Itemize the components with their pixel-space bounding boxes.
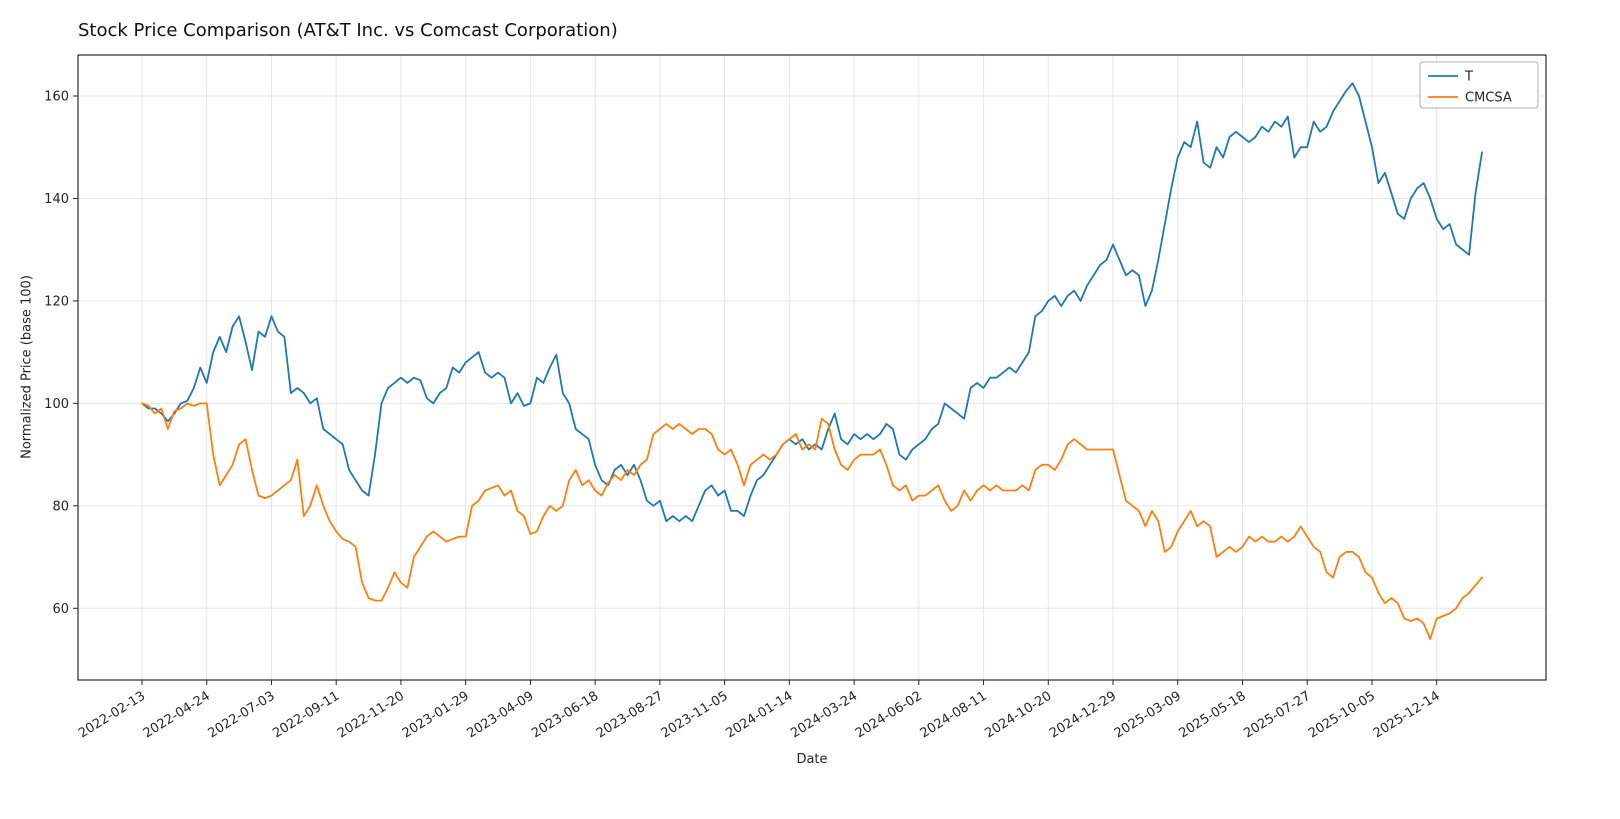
x-tick-label: 2023-08-27 bbox=[594, 689, 666, 742]
x-tick-label: 2023-11-05 bbox=[659, 689, 731, 742]
y-tick-label: 100 bbox=[44, 397, 69, 412]
x-tick-label: 2022-11-20 bbox=[335, 689, 407, 742]
x-tick-label: 2025-07-27 bbox=[1241, 689, 1313, 742]
x-tick-label: 2024-12-29 bbox=[1047, 689, 1119, 742]
x-tick-label: 2022-04-24 bbox=[141, 689, 213, 742]
x-tick-label: 2025-05-18 bbox=[1177, 689, 1249, 742]
x-tick-label: 2022-09-11 bbox=[270, 689, 342, 742]
legend: T CMCSA bbox=[1419, 61, 1539, 109]
x-tick-label: 2025-10-05 bbox=[1306, 689, 1378, 742]
y-tick-label: 160 bbox=[44, 89, 69, 104]
legend-label-CMCSA: CMCSA bbox=[1465, 91, 1512, 106]
y-tick-label: 80 bbox=[52, 499, 69, 514]
x-tick-label: 2025-12-14 bbox=[1371, 689, 1443, 742]
y-tick-label: 60 bbox=[52, 602, 69, 617]
x-tick-label: 2023-01-29 bbox=[400, 689, 472, 742]
chart-title: Stock Price Comparison (AT&T Inc. vs Com… bbox=[78, 20, 618, 41]
series-line-CMCSA bbox=[141, 402, 1483, 640]
x-tick-label: 2024-10-20 bbox=[982, 689, 1054, 742]
x-tick-label: 2024-06-02 bbox=[853, 689, 925, 742]
x-axis-label: Date bbox=[796, 752, 828, 767]
plot-frame bbox=[77, 54, 1547, 681]
y-tick-label: 140 bbox=[44, 192, 69, 207]
x-tick-label: 2022-02-13 bbox=[76, 689, 148, 742]
y-axis-label: Normalized Price (base 100) bbox=[19, 275, 35, 459]
x-tick-label: 2023-04-09 bbox=[464, 689, 536, 742]
x-tick-label: 2022-07-03 bbox=[206, 689, 278, 742]
x-tick-label: 2024-03-24 bbox=[788, 689, 860, 742]
x-tick-label: 2025-03-09 bbox=[1112, 689, 1184, 742]
x-tick-label: 2023-06-18 bbox=[529, 689, 601, 742]
y-tick-label: 120 bbox=[44, 294, 69, 309]
legend-label-T: T bbox=[1464, 70, 1473, 85]
x-tick-label: 2024-01-14 bbox=[723, 689, 795, 742]
series-line-T bbox=[141, 82, 1483, 523]
x-tick-label: 2024-08-11 bbox=[918, 689, 990, 742]
